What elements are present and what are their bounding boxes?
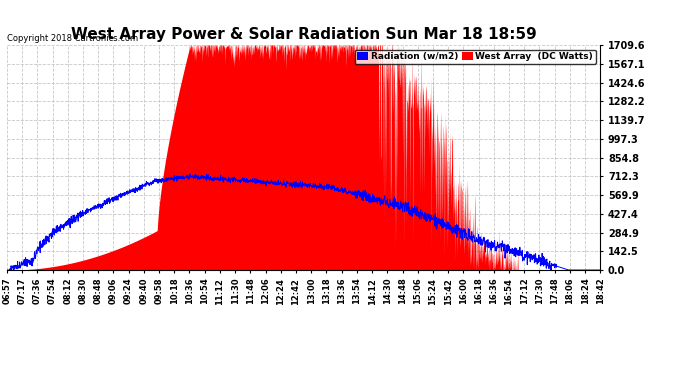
Text: Copyright 2018 Cartronics.com: Copyright 2018 Cartronics.com	[7, 34, 138, 43]
Legend: Radiation (w/m2), West Array  (DC Watts): Radiation (w/m2), West Array (DC Watts)	[355, 50, 595, 64]
Title: West Array Power & Solar Radiation Sun Mar 18 18:59: West Array Power & Solar Radiation Sun M…	[70, 27, 536, 42]
